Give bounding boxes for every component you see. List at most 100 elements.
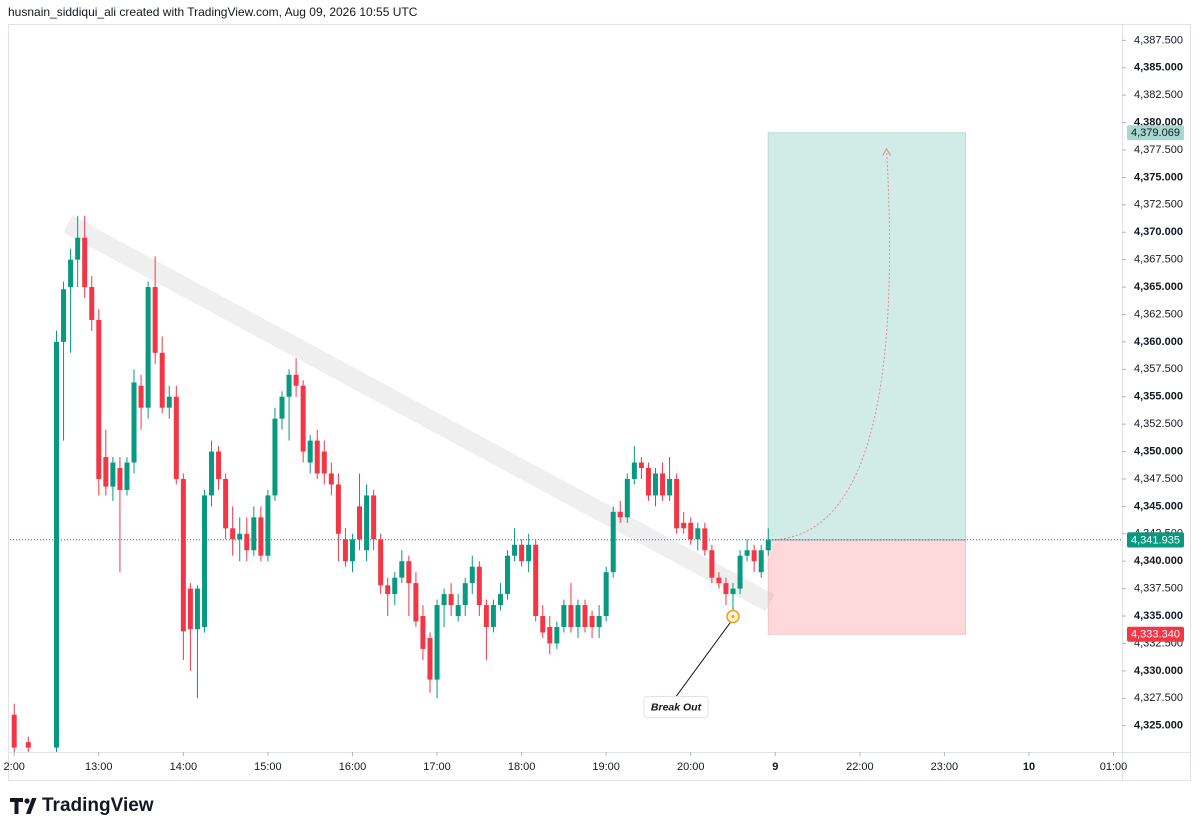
projection-arrow [768, 150, 891, 541]
candle-body [110, 462, 116, 487]
y-tick-label: 4,327.500 [1134, 692, 1183, 704]
y-tick-label: 4,367.500 [1134, 254, 1183, 266]
price-tag [1127, 532, 1184, 548]
candle-body [476, 566, 482, 606]
y-tick-label: 4,350.000 [1134, 445, 1183, 457]
x-tick-label: 15:00 [254, 761, 282, 773]
candle-body [448, 594, 454, 606]
candle-body [103, 457, 109, 487]
candle-body [399, 561, 405, 578]
x-tick-label: 16:00 [339, 761, 367, 773]
candle-body [596, 616, 602, 627]
x-tick-label: 23:00 [931, 761, 959, 773]
candle-body [420, 616, 426, 649]
candle-body [617, 511, 623, 518]
candle-body [631, 462, 637, 479]
candle-body [526, 544, 532, 562]
candle-body [540, 616, 546, 633]
candle-body [758, 550, 764, 573]
candle-body [180, 478, 186, 632]
candle-body [561, 605, 567, 627]
chart-frame [8, 24, 1191, 781]
projection-arrowhead [882, 147, 892, 157]
candle-body [272, 418, 278, 496]
x-tick-label: 19:00 [592, 761, 620, 773]
y-tick-label: 4,325.000 [1134, 720, 1183, 732]
candle-body [209, 451, 215, 496]
logo-dot [24, 798, 30, 804]
y-tick-label: 4,330.000 [1134, 665, 1183, 677]
candle-body [603, 572, 609, 617]
candle-body [138, 385, 144, 408]
price-tag-label: 4,341.935 [1131, 534, 1180, 546]
candle-body [321, 451, 327, 474]
candle-body [307, 440, 313, 463]
x-tick-label: 22:00 [846, 761, 874, 773]
candle-body [328, 473, 334, 485]
candle-body [441, 594, 447, 606]
candle-body [730, 588, 736, 595]
candle-body [124, 462, 130, 490]
y-tick-label: 4,387.500 [1134, 34, 1183, 46]
y-tick-label: 4,352.500 [1134, 418, 1183, 430]
y-tick-label: 4,345.000 [1134, 500, 1183, 512]
target-zone [767, 132, 967, 541]
candle-body [244, 533, 250, 551]
candle-body [723, 583, 729, 595]
y-tick-label: 4,360.000 [1134, 336, 1183, 348]
candle-body [378, 539, 384, 586]
y-tick-label: 4,372.500 [1134, 199, 1183, 211]
candle-body [385, 585, 391, 595]
price-tag-label: 4,379.069 [1131, 127, 1180, 139]
candle-body [117, 467, 123, 490]
price-tag-label: 4,333.340 [1131, 629, 1180, 641]
candle-body [512, 544, 518, 556]
candle-body [519, 544, 525, 562]
candle-body [645, 467, 651, 496]
candle-body [737, 555, 743, 589]
candle-body [674, 478, 680, 529]
logo-mark [10, 798, 37, 814]
y-tick-label: 4,370.000 [1134, 226, 1183, 238]
y-tick-label: 4,380.000 [1134, 116, 1183, 128]
x-tick-label: 20:00 [677, 761, 705, 773]
axes: 4,325.0004,327.5004,330.0004,332.5004,33… [4, 34, 1184, 773]
candle-body [392, 577, 398, 595]
candle-body [702, 528, 708, 551]
candle-body [427, 637, 433, 680]
candle-body [483, 605, 489, 627]
candle-body [279, 396, 285, 419]
candle-body [638, 462, 644, 468]
candle-body [335, 484, 341, 534]
x-tick-label: 2:00 [4, 761, 25, 773]
candle-body [490, 605, 496, 627]
x-tick-label: 13:00 [85, 761, 113, 773]
x-tick-label: 01:00 [1100, 761, 1128, 773]
candle-body [688, 522, 694, 540]
candle-body [293, 374, 299, 386]
candle-body [201, 495, 207, 627]
candle-body [751, 550, 757, 562]
candle-body [68, 259, 74, 288]
x-tick-label: 14:00 [170, 761, 198, 773]
candle-body [765, 539, 771, 551]
candle-body [265, 495, 271, 556]
candle-body [455, 605, 461, 617]
candle-body [413, 583, 419, 622]
candle-body [89, 287, 95, 320]
candle-body [624, 478, 630, 518]
candle-body [11, 714, 17, 748]
candle-body [652, 473, 658, 496]
candle-body [145, 287, 151, 408]
candle-body [497, 594, 503, 606]
candle-body [681, 522, 687, 529]
candle-body [25, 742, 31, 748]
candle-body [237, 533, 243, 540]
candle-body [314, 440, 320, 474]
y-tick-label: 4,337.500 [1134, 583, 1183, 595]
candle-body [300, 385, 306, 452]
candle-body [61, 289, 67, 342]
candle-body [286, 374, 292, 397]
